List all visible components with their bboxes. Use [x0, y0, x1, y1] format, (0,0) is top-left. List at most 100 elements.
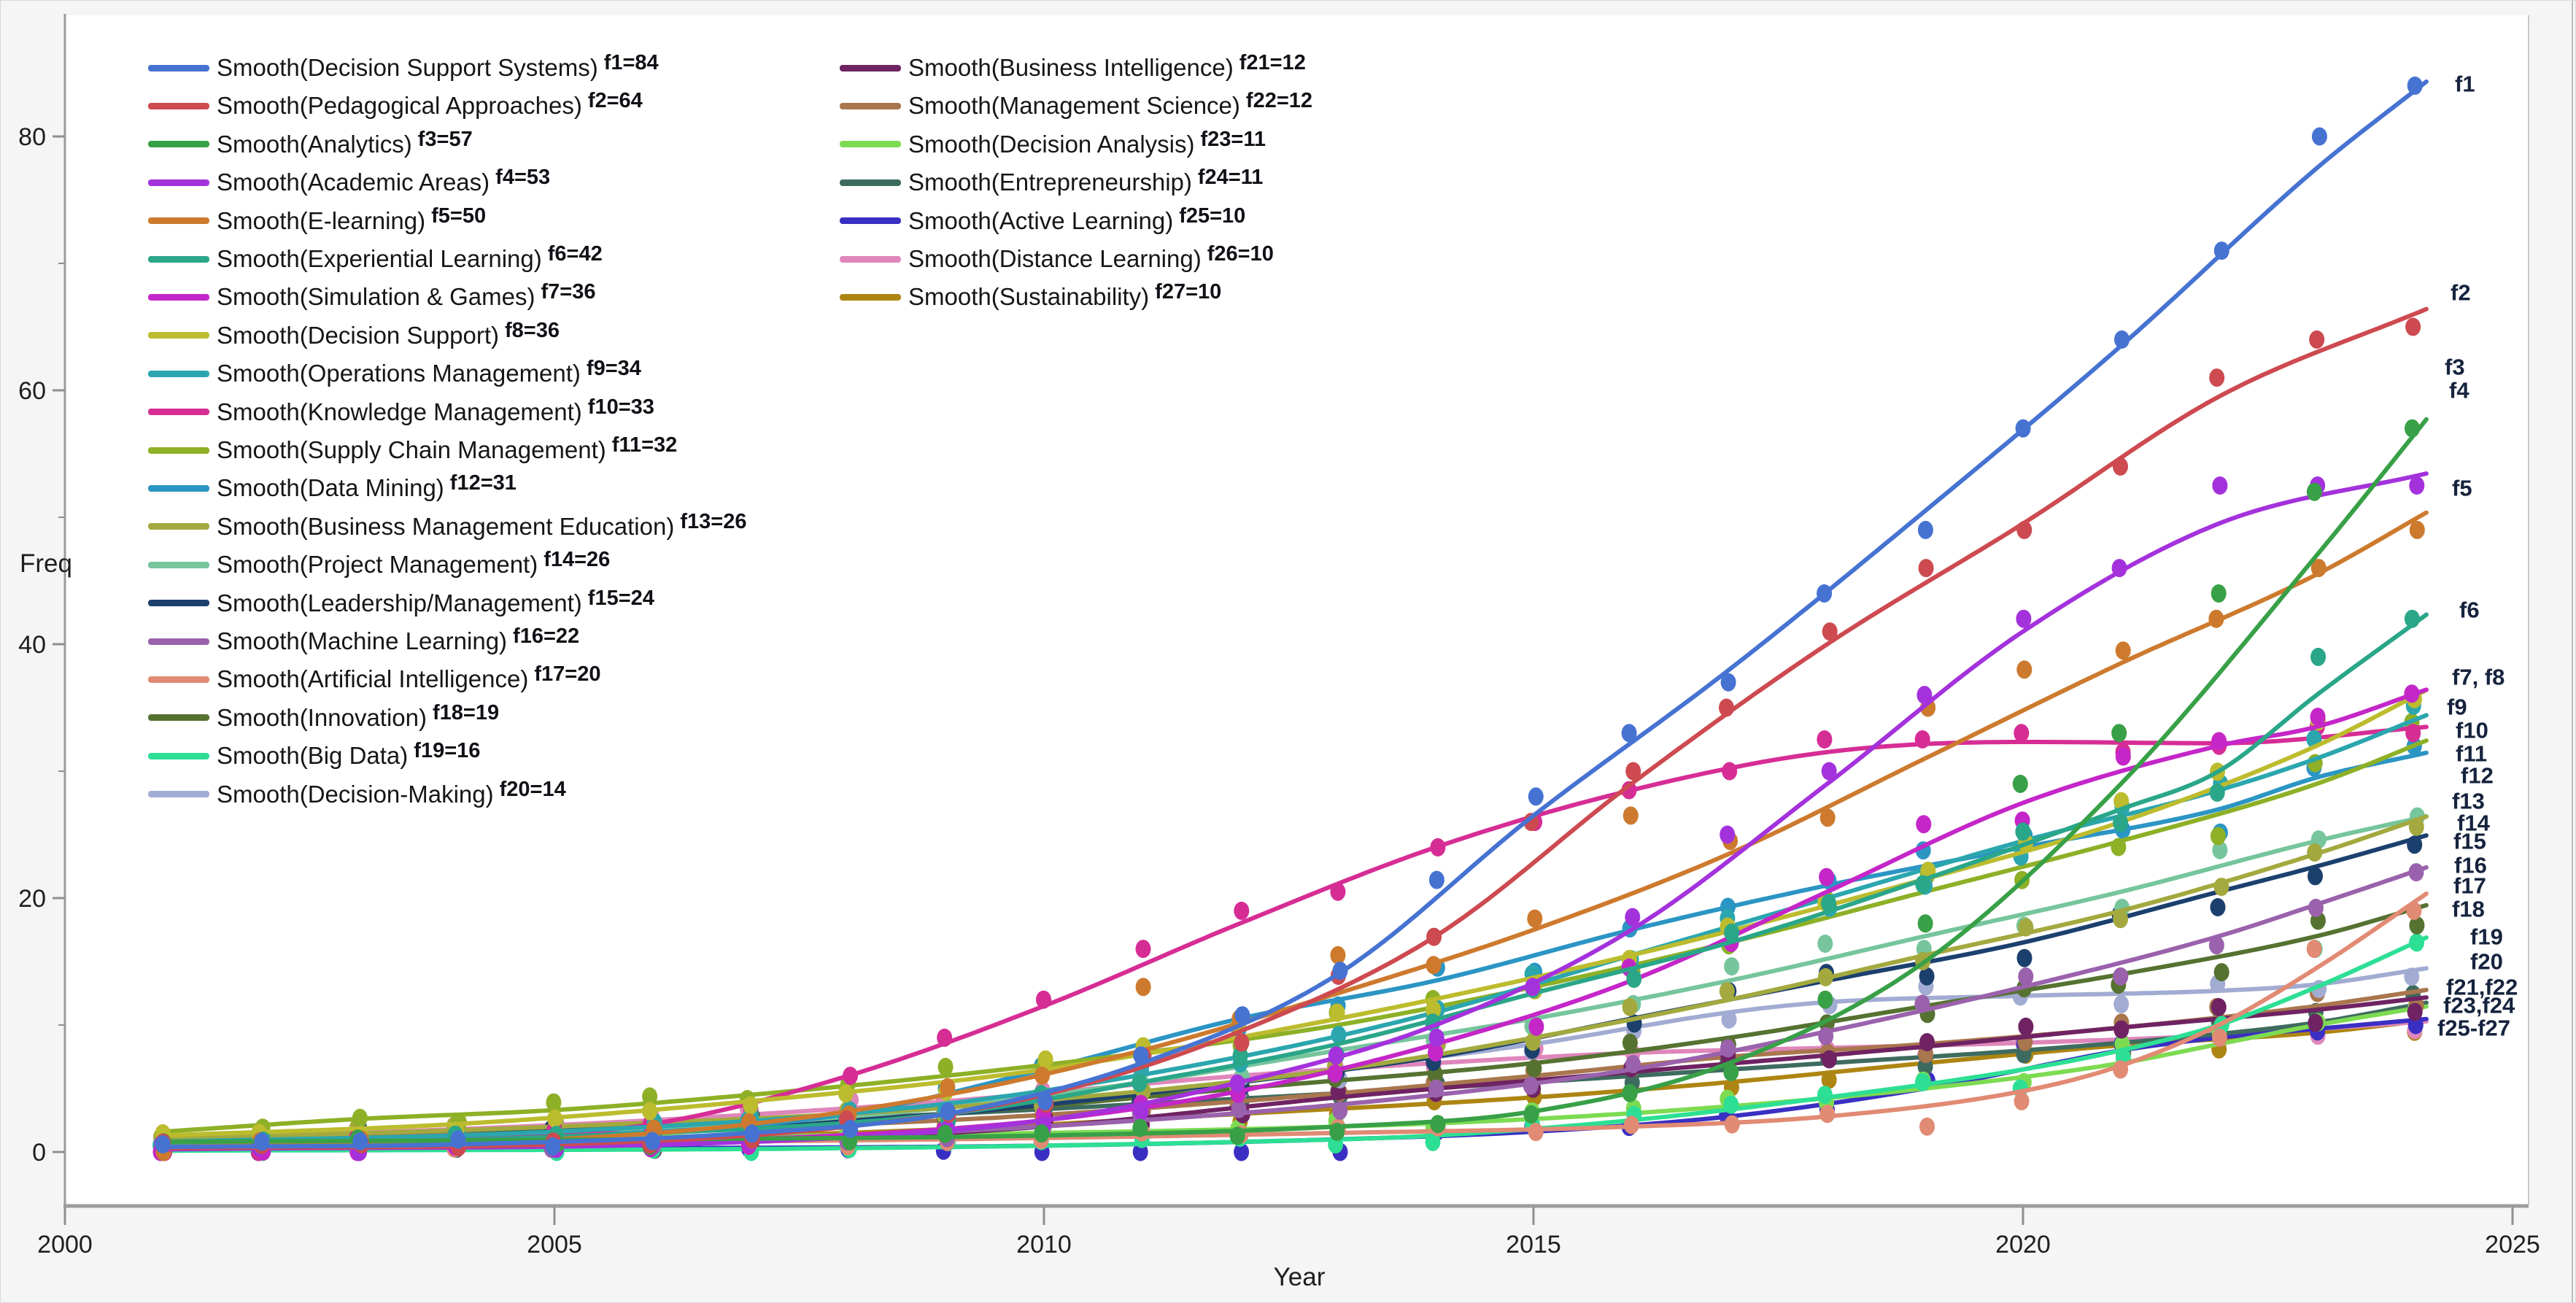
data-point-f13-2016 — [1622, 997, 1638, 1016]
legend-item-f5[interactable]: Smooth(E-learning) f5=50 — [148, 204, 486, 238]
x-tick-label-2005: 2005 — [527, 1231, 582, 1258]
legend-item-f4[interactable]: Smooth(Academic Areas) f4=53 — [148, 166, 550, 199]
data-point-f2-2022 — [2209, 368, 2225, 387]
legend-item-f17[interactable]: Smooth(Artificial Intelligence) f17=20 — [148, 662, 600, 696]
legend-item-f21[interactable]: Smooth(Business Intelligence) f21=12 — [840, 51, 1306, 85]
legend-swatch-f26 — [840, 255, 901, 263]
data-point-f17-2024 — [2406, 901, 2422, 920]
legend-item-f19[interactable]: Smooth(Big Data) f19=16 — [148, 739, 480, 773]
data-point-f5-2016 — [1622, 806, 1639, 825]
legend-item-f14[interactable]: Smooth(Project Management) f14=26 — [148, 548, 610, 581]
data-point-f3-2022 — [2211, 584, 2227, 603]
legend-label-f15: Smooth(Leadership/Management) f15=24 — [217, 586, 654, 616]
data-point-f14-2018 — [1817, 935, 1833, 953]
data-point-f11-2006 — [642, 1087, 658, 1106]
data-point-f2-2020 — [2016, 520, 2032, 539]
curve-end-label-f23-f24: f23,f24 — [2443, 992, 2515, 1018]
data-point-f6-2018 — [1821, 894, 1837, 913]
legend-item-f22[interactable]: Smooth(Management Science) f22=12 — [840, 89, 1312, 123]
curve-end-label-f21-f22: f21,f22 — [2446, 974, 2518, 1000]
data-point-f7-2024 — [2404, 684, 2420, 703]
data-point-f10-2024 — [2405, 724, 2421, 743]
data-point-f2-2014 — [1426, 927, 1442, 946]
legend-item-f9[interactable]: Smooth(Operations Management) f9=34 — [148, 357, 641, 390]
legend-swatch-f21 — [840, 64, 901, 71]
data-point-f5-2024 — [2409, 520, 2425, 539]
legend-value-f4: f4=53 — [495, 166, 551, 190]
legend-item-f20[interactable]: Smooth(Decision-Making) f20=14 — [148, 778, 566, 811]
data-point-f4-2017 — [1720, 825, 1736, 844]
data-point-f3-2009 — [937, 1124, 953, 1143]
legend-item-f18[interactable]: Smooth(Innovation) f18=19 — [148, 701, 499, 735]
data-point-f5-2015 — [1527, 909, 1543, 928]
data-point-f10-2012 — [1234, 901, 1250, 920]
data-point-f3-2017 — [1723, 1063, 1739, 1081]
x-tick-label-2000: 2000 — [37, 1231, 93, 1258]
data-point-f16-2022 — [2208, 936, 2224, 955]
data-point-f18-2022 — [2213, 963, 2229, 982]
data-point-f3-2019 — [1917, 914, 1933, 933]
legend-item-f6[interactable]: Smooth(Experiential Learning) f6=42 — [148, 242, 603, 276]
legend-value-f19: f19=16 — [414, 739, 481, 763]
legend-item-f25[interactable]: Smooth(Active Learning) f25=10 — [840, 204, 1245, 238]
data-point-f16-2019 — [1914, 994, 1930, 1013]
data-point-f4-2014 — [1428, 1028, 1444, 1047]
y-tick-label-40: 40 — [18, 631, 46, 659]
legend-item-f24[interactable]: Smooth(Entrepreneurship) f24=11 — [840, 166, 1263, 199]
data-point-f18-2016 — [1622, 1033, 1638, 1052]
data-point-f4-2024 — [2409, 476, 2425, 495]
legend-item-f23[interactable]: Smooth(Decision Analysis) f23=11 — [840, 128, 1266, 161]
legend-item-f12[interactable]: Smooth(Data Mining) f12=31 — [148, 471, 517, 505]
legend-label-f4: Smooth(Academic Areas) f4=53 — [217, 166, 551, 196]
data-point-f2-2016 — [1625, 762, 1641, 781]
data-point-f17-2018 — [1819, 1105, 1836, 1124]
data-point-f3-2012 — [1229, 1126, 1245, 1145]
data-point-f1-2003 — [352, 1132, 368, 1151]
data-point-f6-2019 — [1915, 875, 1931, 894]
data-point-f6-2011 — [1132, 1073, 1148, 1092]
y-tick-label-0: 0 — [32, 1139, 46, 1167]
data-point-f13-2017 — [1719, 982, 1735, 1001]
data-point-f5-2009 — [940, 1078, 956, 1097]
smooth-curve-f6 — [160, 612, 2429, 1148]
legend-item-f11[interactable]: Smooth(Supply Chain Management) f11=32 — [148, 433, 677, 467]
smooth-curve-f2 — [160, 306, 2429, 1151]
legend-label-f27: Smooth(Sustainability) f27=10 — [908, 280, 1222, 311]
data-point-f7-2023 — [2310, 708, 2326, 726]
legend-label-f25: Smooth(Active Learning) f25=10 — [908, 204, 1246, 234]
legend-item-f8[interactable]: Smooth(Decision Support) f8=36 — [148, 319, 560, 352]
legend-item-f15[interactable]: Smooth(Leadership/Management) f15=24 — [148, 587, 654, 620]
curve-end-label-f20: f20 — [2470, 948, 2503, 975]
series-f1[interactable] — [155, 76, 2429, 1156]
data-point-f16-2021 — [2113, 967, 2129, 986]
legend-item-f1[interactable]: Smooth(Decision Support Systems) f1=84 — [148, 51, 659, 85]
data-point-f3-2013 — [1329, 1122, 1345, 1141]
data-point-f17-2015 — [1528, 1123, 1544, 1142]
legend-item-f13[interactable]: Smooth(Business Management Education) f13… — [148, 510, 746, 544]
data-point-f19-2017 — [1723, 1095, 1739, 1114]
data-point-f5-2022 — [2208, 609, 2224, 628]
legend-label-f3: Smooth(Analytics) f3=57 — [217, 127, 473, 158]
legend-item-f3[interactable]: Smooth(Analytics) f3=57 — [148, 128, 473, 161]
data-point-f13-2020 — [2018, 918, 2034, 937]
legend-item-f10[interactable]: Smooth(Knowledge Management) f10=33 — [148, 395, 654, 429]
data-point-f2-2017 — [1719, 698, 1734, 717]
data-point-f16-2015 — [1523, 1076, 1539, 1095]
data-point-f10-2008 — [843, 1067, 858, 1086]
data-point-f7-2021 — [2115, 747, 2131, 766]
data-point-f3-2015 — [1523, 1105, 1539, 1124]
data-point-f1-2006 — [644, 1132, 660, 1151]
legend-item-f2[interactable]: Smooth(Pedagogical Approaches) f2=64 — [148, 89, 643, 123]
legend-swatch-f25 — [840, 217, 901, 225]
x-tick-label-2010: 2010 — [1016, 1231, 1072, 1258]
data-point-f2-2024 — [2405, 317, 2421, 336]
legend-swatch-f2 — [148, 102, 209, 109]
data-point-f3-2014 — [1430, 1115, 1446, 1134]
data-point-f21-2019 — [1919, 1033, 1935, 1051]
legend-item-f16[interactable]: Smooth(Machine Learning) f16=22 — [148, 625, 579, 658]
legend-swatch-f23 — [840, 141, 901, 148]
legend-item-f7[interactable]: Smooth(Simulation & Games) f7=36 — [148, 280, 595, 314]
legend-item-f27[interactable]: Smooth(Sustainability) f27=10 — [840, 280, 1221, 314]
legend-item-f26[interactable]: Smooth(Distance Learning) f26=10 — [840, 242, 1274, 276]
